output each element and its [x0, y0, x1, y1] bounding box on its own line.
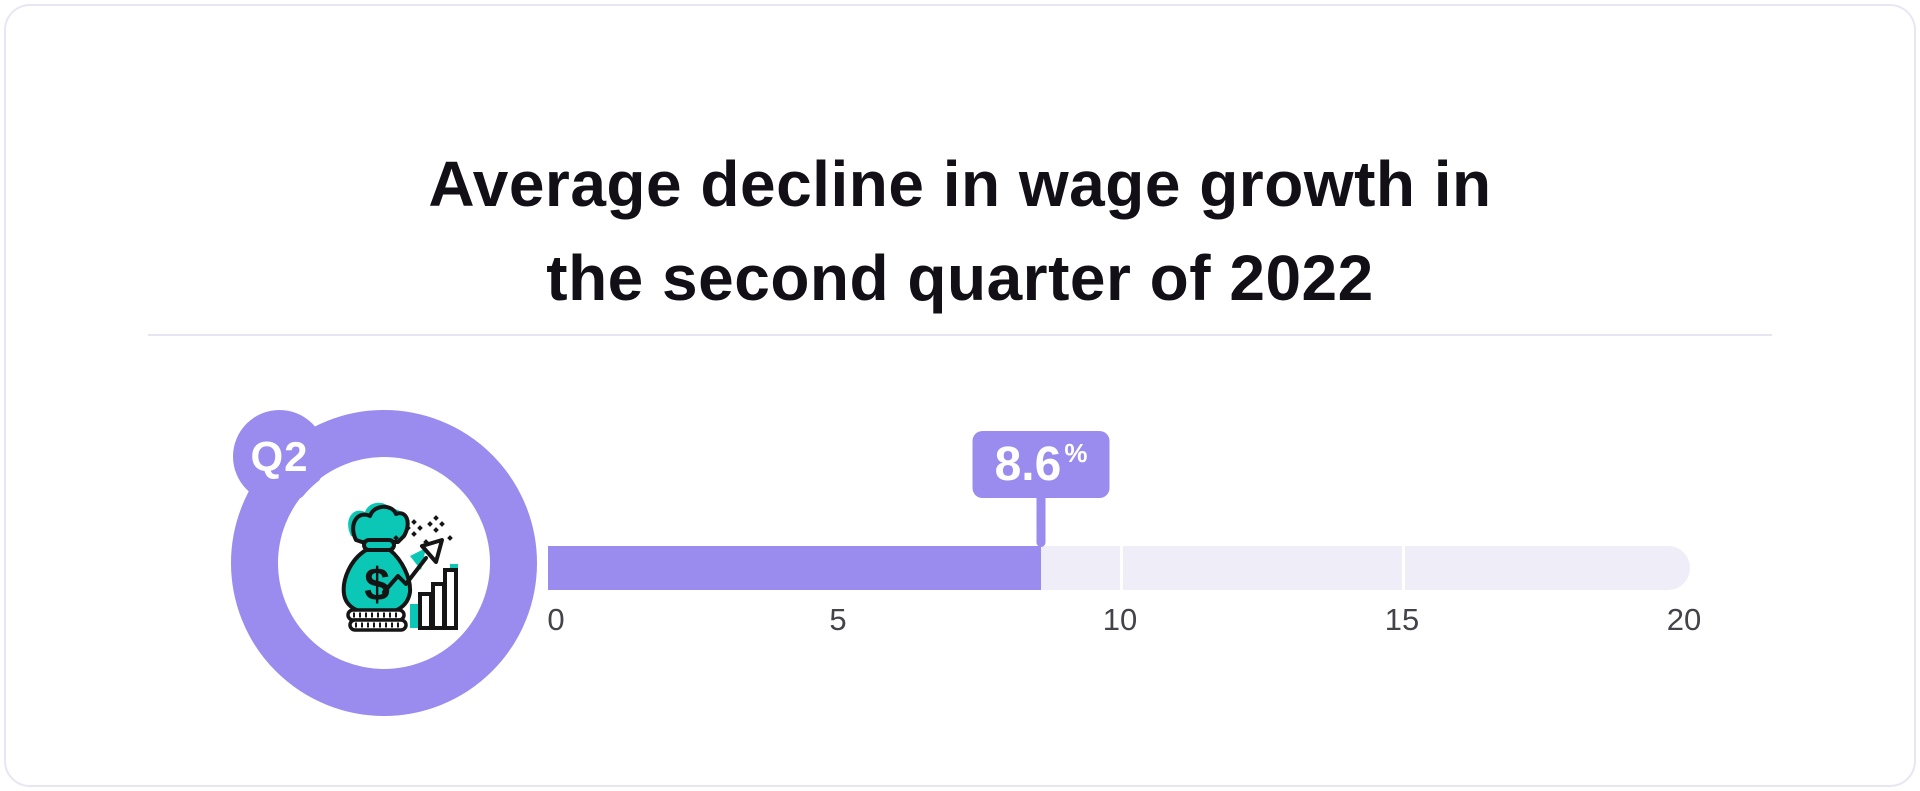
- chart-title-line-1: Average decline in wage growth in: [428, 147, 1492, 220]
- callout-box: 8.6 %: [972, 431, 1110, 498]
- money-bag-growth-icon: $: [341, 502, 458, 632]
- bar-track: [548, 546, 1690, 590]
- chart-bar: [431, 582, 446, 630]
- dollar-sign: $: [364, 558, 390, 610]
- chart-bar: [418, 592, 433, 630]
- quarter-label: Q2: [250, 432, 309, 480]
- chart-title-line-2: the second quarter of 2022: [546, 241, 1374, 314]
- quarter-label-circle: Q2: [233, 410, 326, 503]
- arrowhead: [420, 538, 444, 564]
- bar-fill: [548, 546, 1042, 590]
- divider: [148, 334, 1772, 336]
- segment-divider: [1120, 546, 1123, 590]
- chart-bar: [443, 568, 458, 630]
- callout-stem: [1036, 497, 1046, 547]
- chart-title: Average decline in wage growth in the se…: [0, 137, 1920, 325]
- chart-bar-teal: [410, 604, 418, 628]
- segment-divider: [1402, 546, 1405, 590]
- percent-sign: %: [1064, 437, 1088, 468]
- sparkles: [393, 515, 453, 545]
- arrow-line: [382, 556, 428, 594]
- value-text: 8.6: [994, 437, 1062, 491]
